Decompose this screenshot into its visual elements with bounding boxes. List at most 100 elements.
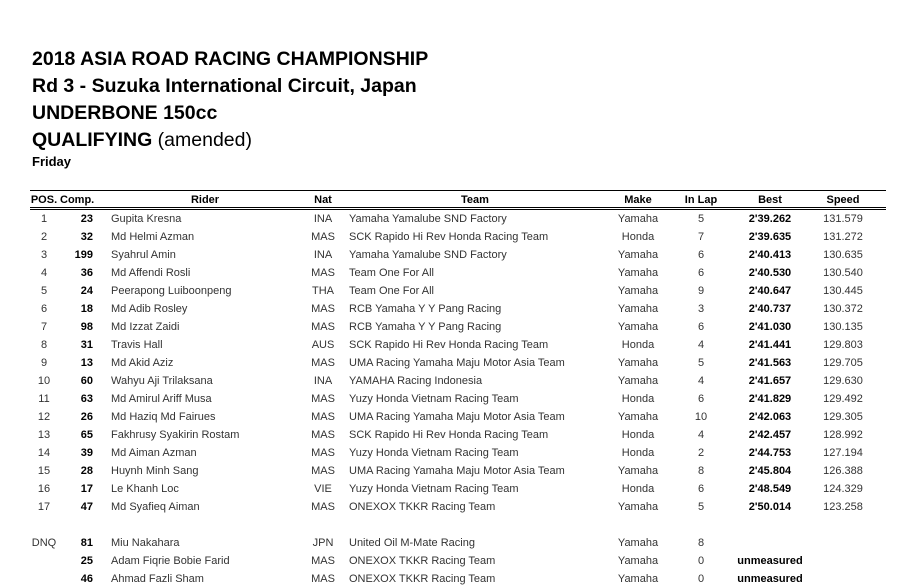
- cell-lap: 6: [697, 393, 705, 405]
- cell-best: 2'40.737: [748, 303, 792, 315]
- cell-team: ONEXOX TKKR Racing Team: [349, 573, 496, 585]
- cell-team: SCK Rapido Hi Rev Honda Racing Team: [349, 339, 549, 351]
- cell-pos: 10: [37, 375, 51, 387]
- cell-pos: 5: [40, 285, 48, 297]
- cell-comp: 32: [80, 231, 93, 243]
- cell-best: 2'41.563: [748, 357, 792, 369]
- cell-comp: 26: [80, 411, 93, 423]
- cell-best: 2'48.549: [748, 483, 792, 495]
- cell-best: 2'41.829: [748, 393, 792, 405]
- cell-pos: 8: [40, 339, 48, 351]
- cell-rider: Wahyu Aji Trilaksana: [111, 375, 213, 387]
- cell-speed: 130.135: [823, 321, 863, 333]
- table-row: 16 17 Le Khanh Loc VIE Yuzy Honda Vietnam Ra…: [0, 480, 907, 498]
- cell-rider: Md Amirul Ariff Musa: [111, 393, 212, 405]
- cell-best: 2'41.657: [748, 375, 792, 387]
- cell-make: Yamaha: [617, 501, 659, 513]
- cell-make: Yamaha: [617, 375, 659, 387]
- cell-best: 2'41.030: [748, 321, 792, 333]
- col-team: Team: [461, 194, 489, 206]
- divider: [30, 207, 886, 208]
- cell-nat: MAS: [311, 501, 335, 513]
- col-rider: Rider: [190, 194, 220, 206]
- table-row: 12 26 Md Haziq Md Fairues MAS UMA Racing Yam…: [0, 408, 907, 426]
- dnq-row: 25 Adam Fiqrie Bobie Farid MAS ONEXOX TKKR …: [0, 552, 907, 570]
- table-row: 5 24 Peerapong Luiboonpeng THA Team One For …: [0, 282, 907, 300]
- cell-nat: MAS: [311, 267, 335, 279]
- cell-make: Honda: [621, 429, 655, 441]
- cell-lap: 4: [697, 375, 705, 387]
- cell-comp: 47: [80, 501, 93, 513]
- cell-nat: MAS: [311, 465, 335, 477]
- col-make: Make: [624, 194, 652, 206]
- cell-pos: 17: [37, 501, 51, 513]
- cell-best: 2'44.753: [748, 447, 792, 459]
- cell-best: 2'42.457: [748, 429, 792, 441]
- cell-rider: Huynh Minh Sang: [111, 465, 199, 477]
- cell-speed: 131.579: [823, 213, 863, 225]
- col-nat: Nat: [314, 194, 332, 206]
- cell-rider: Gupita Kresna: [111, 213, 182, 225]
- cell-lap: 4: [697, 429, 705, 441]
- cell-lap: 0: [697, 573, 705, 585]
- cell-speed: 128.992: [823, 429, 863, 441]
- table-row: 10 60 Wahyu Aji Trilaksana INA YAMAHA Racing…: [0, 372, 907, 390]
- cell-team: RCB Yamaha Y Y Pang Racing: [349, 321, 502, 333]
- cell-make: Yamaha: [617, 285, 659, 297]
- cell-pos: 9: [40, 357, 48, 369]
- cell-nat: MAS: [311, 231, 335, 243]
- cell-make: Yamaha: [617, 555, 659, 567]
- cell-pos: 2: [40, 231, 48, 243]
- cell-lap: 10: [694, 411, 708, 423]
- session-note: (amended): [157, 129, 252, 151]
- cell-comp: 24: [80, 285, 93, 297]
- cell-speed: 131.272: [823, 231, 863, 243]
- cell-make: Yamaha: [617, 321, 659, 333]
- cell-best: 2'40.413: [748, 249, 792, 261]
- cell-make: Yamaha: [617, 303, 659, 315]
- cell-make: Yamaha: [617, 411, 659, 423]
- cell-speed: 129.492: [823, 393, 863, 405]
- cell-rider: Fakhrusy Syakirin Rostam: [111, 429, 240, 441]
- cell-lap: 6: [697, 321, 705, 333]
- session-day: Friday: [32, 154, 72, 169]
- cell-best: unmeasured: [737, 555, 803, 567]
- cell-team: ONEXOX TKKR Racing Team: [349, 501, 496, 513]
- cell-comp: 18: [80, 303, 93, 315]
- cell-lap: 5: [697, 213, 705, 225]
- cell-make: Yamaha: [617, 357, 659, 369]
- cell-comp: 39: [80, 447, 93, 459]
- cell-lap: 8: [697, 465, 705, 477]
- cell-pos: 3: [40, 249, 48, 261]
- cell-rider: Md Akid Aziz: [111, 357, 174, 369]
- table-row: 3 199 Syahrul Amin INA Yamaha Yamalube SND F…: [0, 246, 907, 264]
- cell-speed: 123.258: [823, 501, 863, 513]
- cell-nat: JPN: [312, 537, 334, 549]
- cell-make: Yamaha: [617, 465, 659, 477]
- cell-team: UMA Racing Yamaha Maju Motor Asia Team: [349, 411, 565, 423]
- table-row: 15 28 Huynh Minh Sang MAS UMA Racing Yamaha …: [0, 462, 907, 480]
- cell-pos: 13: [37, 429, 51, 441]
- cell-team: Team One For All: [349, 285, 434, 297]
- class-title: UNDERBONE 150cc: [32, 102, 218, 124]
- cell-make: Honda: [621, 231, 655, 243]
- cell-comp: 199: [74, 249, 93, 261]
- cell-rider: Peerapong Luiboonpeng: [111, 285, 232, 297]
- cell-pos: 4: [40, 267, 48, 279]
- cell-team: Yuzy Honda Vietnam Racing Team: [349, 393, 519, 405]
- cell-make: Honda: [621, 483, 655, 495]
- cell-speed: 130.445: [823, 285, 863, 297]
- cell-nat: MAS: [311, 393, 335, 405]
- cell-best: 2'39.635: [748, 231, 792, 243]
- cell-rider: Md Affendi Rosli: [111, 267, 191, 279]
- cell-pos: 7: [40, 321, 48, 333]
- cell-team: Yamaha Yamalube SND Factory: [349, 213, 507, 225]
- cell-speed: 127.194: [823, 447, 863, 459]
- cell-best: unmeasured: [737, 573, 803, 585]
- cell-pos: 6: [40, 303, 48, 315]
- cell-team: Yuzy Honda Vietnam Racing Team: [349, 483, 519, 495]
- cell-lap: 3: [697, 303, 705, 315]
- cell-pos: 14: [37, 447, 51, 459]
- cell-comp: 25: [80, 555, 93, 567]
- cell-nat: INA: [313, 213, 333, 225]
